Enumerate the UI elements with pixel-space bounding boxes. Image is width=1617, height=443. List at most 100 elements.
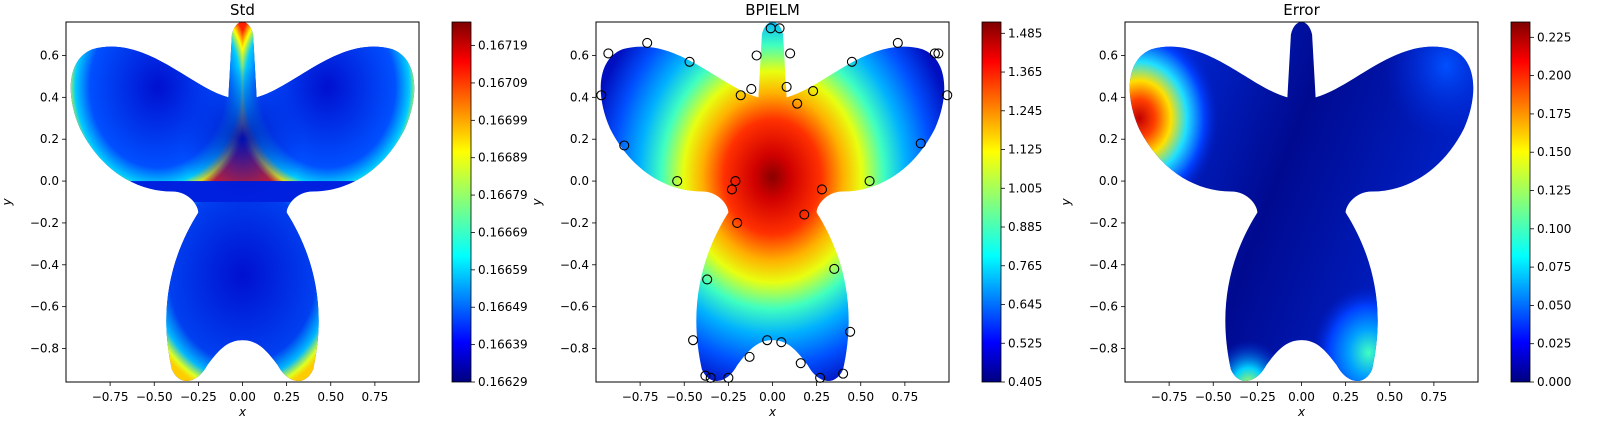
y-tick-label: −0.4 — [30, 258, 59, 272]
colorbar-tick-label: 0.125 — [1537, 184, 1571, 198]
y-tick-label: 0.0 — [1099, 174, 1118, 188]
colorbar-tick-label: 0.175 — [1537, 107, 1571, 121]
heatmap-field — [70, 22, 415, 381]
y-axis-label: y — [1059, 198, 1073, 207]
x-tick-label: −0.25 — [180, 390, 217, 404]
heatmap-field — [600, 22, 945, 381]
colorbar-tick-label: 0.16639 — [478, 338, 528, 352]
y-tick-label: 0.4 — [40, 90, 59, 104]
colorbar-tick-label: 0.075 — [1537, 260, 1571, 274]
y-tick-label: −0.6 — [560, 300, 589, 314]
sample-point-marker — [776, 337, 787, 348]
field-top-right — [1380, 22, 1474, 140]
colorbar-tick-label: 0.225 — [1537, 30, 1571, 44]
y-tick-label: 0.0 — [570, 174, 589, 188]
sample-point-marker — [781, 81, 792, 92]
sample-point-marker — [730, 176, 741, 187]
field-bottom-lobe — [136, 202, 349, 381]
x-tick-label: 0.75 — [1421, 390, 1448, 404]
sample-point-marker — [746, 83, 757, 95]
x-axis-label: x — [1297, 405, 1306, 419]
sample-point-marker — [726, 184, 737, 195]
x-tick-label: 0.25 — [803, 390, 830, 404]
x-tick-label: 0.50 — [847, 390, 874, 404]
colorbar-frame — [981, 21, 1002, 383]
y-tick-label: −0.6 — [30, 300, 59, 314]
colorbar-tick-label: 0.405 — [1008, 375, 1042, 389]
x-tick-label: −0.25 — [710, 390, 747, 404]
sample-point-marker — [700, 370, 711, 381]
panel-2: −0.75 −0.50 −0.25 0.00 0.25 0.50 0.75 −0.8 −0.6 −… — [1059, 1, 1571, 419]
colorbar-tick-label: 1.365 — [1008, 65, 1042, 79]
colorbar-gradient — [1511, 22, 1530, 382]
x-tick-label: 0.25 — [273, 390, 300, 404]
y-tick-label: 0.0 — [40, 174, 59, 188]
y-tick-label: −0.6 — [1089, 300, 1118, 314]
sample-point-marker — [596, 90, 607, 101]
sample-point-marker — [684, 56, 695, 67]
y-tick-label: −0.8 — [30, 342, 59, 356]
panel-1: −0.75 −0.50 −0.25 0.00 0.25 0.50 0.75 −0.8 −0.6 −… — [530, 1, 1042, 419]
sample-point-marker — [846, 56, 857, 67]
heatmap-clip — [600, 22, 945, 381]
sample-point-marker — [744, 351, 755, 362]
colorbar-tick-label: 0.765 — [1008, 259, 1042, 273]
colorbar-tick-label: 0.100 — [1537, 222, 1571, 236]
colorbar-tick-label: 1.005 — [1008, 181, 1042, 195]
sample-point-marker — [792, 98, 803, 109]
colorbar-gradient — [452, 22, 471, 382]
sample-point-marker — [942, 90, 953, 101]
colorbar-tick-label: 0.645 — [1008, 298, 1042, 312]
sample-point-marker — [619, 140, 630, 151]
y-tick-label: 0.4 — [570, 90, 589, 104]
heatmap-clip — [70, 22, 415, 381]
sample-point-marker — [603, 48, 614, 59]
sample-point-marker — [774, 23, 785, 34]
x-tick-label: −0.50 — [666, 390, 703, 404]
x-tick-label: 0.50 — [317, 390, 344, 404]
chart-title: Error — [1283, 1, 1320, 19]
colorbar-tick-label: 0.16719 — [478, 39, 528, 53]
y-tick-label: 0.6 — [570, 48, 589, 62]
colorbar-tick-label: 0.16629 — [478, 375, 528, 389]
colorbar-tick-label: 1.485 — [1008, 26, 1042, 40]
sample-point-marker — [672, 176, 683, 187]
field-bottom-right — [1301, 264, 1426, 381]
sample-point-marker — [816, 184, 827, 195]
sample-point-marker — [702, 274, 713, 285]
x-tick-label: −0.50 — [1195, 390, 1232, 404]
x-tick-label: −0.75 — [92, 390, 129, 404]
y-tick-label: −0.2 — [30, 216, 59, 230]
sample-point-marker — [762, 335, 773, 346]
x-axis-label: x — [238, 405, 247, 419]
colorbar-frame — [1510, 21, 1531, 383]
colorbar-frame — [451, 21, 472, 383]
colorbar-tick-label: 0.150 — [1537, 145, 1571, 159]
x-tick-label: −0.75 — [1151, 390, 1188, 404]
x-tick-label: 0.25 — [1332, 390, 1359, 404]
x-tick-label: 0.00 — [759, 390, 786, 404]
colorbar-gradient — [982, 22, 1001, 382]
colorbar-tick-label: 0.16699 — [478, 113, 528, 127]
y-tick-label: 0.2 — [40, 132, 59, 146]
x-tick-label: −0.75 — [622, 390, 659, 404]
sample-point-marker — [838, 368, 849, 379]
sample-point-marker — [785, 48, 796, 59]
field-core — [154, 55, 331, 223]
sample-point-marker — [732, 217, 743, 228]
y-tick-label: 0.2 — [1099, 132, 1118, 146]
x-axis-label: x — [768, 405, 777, 419]
y-tick-label: −0.2 — [560, 216, 589, 230]
y-tick-label: −0.8 — [1089, 342, 1118, 356]
sample-point-marker — [864, 176, 875, 187]
y-tick-label: −0.2 — [1089, 216, 1118, 230]
y-tick-label: 0.2 — [570, 132, 589, 146]
sample-point-marker — [933, 48, 944, 59]
colorbar-tick-label: 0.16709 — [478, 76, 528, 90]
y-tick-label: −0.8 — [560, 342, 589, 356]
colorbar-tick-label: 0.16669 — [478, 225, 528, 239]
heatmap-clip — [1129, 22, 1474, 381]
x-tick-label: 0.50 — [1376, 390, 1403, 404]
sample-point-marker — [892, 37, 903, 48]
